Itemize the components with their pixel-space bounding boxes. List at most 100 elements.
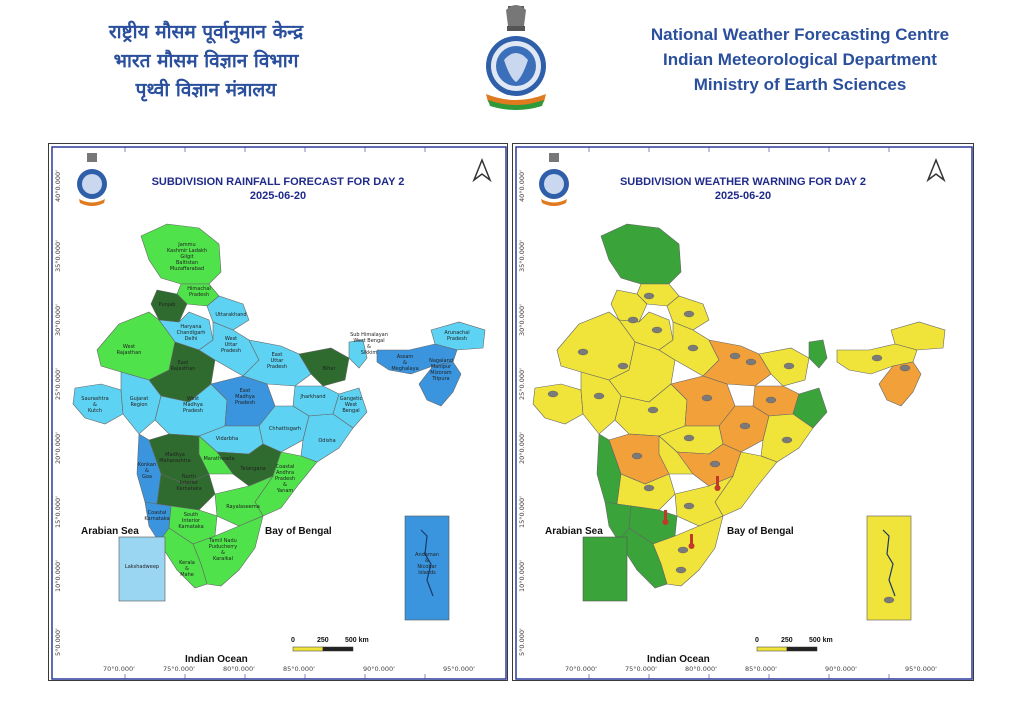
lon-tick-95: 95°0.000' [443, 665, 475, 673]
thunderstorm-icon [547, 390, 559, 398]
region-nmmt [418, 361, 462, 407]
scale-tick-0: 0 [291, 637, 295, 644]
thunderstorm-icon [577, 348, 589, 356]
warning-map-svg [515, 146, 973, 680]
warn-region-nmmt [878, 361, 922, 407]
label-jharkhand: Jharkhand [299, 394, 325, 400]
thunderstorm-icon [683, 502, 695, 510]
label-wup-1: West [225, 336, 237, 342]
label-arabian-sea: Arabian Sea [545, 526, 603, 537]
warn-region-gujarat [580, 371, 622, 435]
label-sik-1: South [184, 512, 199, 518]
label-jk-3: Gilgit [180, 254, 193, 260]
thermometer-icon [688, 534, 695, 549]
label-emp-3: Pradesh [235, 400, 255, 406]
label-kerala-3: Mahe [180, 572, 194, 578]
label-saurashtra-1: Saurashtra [81, 396, 108, 402]
thunderstorm-icon [765, 396, 777, 404]
label-andaman-4: Islands [418, 570, 436, 576]
label-sik-3: Karnataka [178, 524, 203, 530]
label-eup-1: East [272, 352, 283, 358]
region-gujarat [120, 371, 162, 435]
andaman-box [404, 515, 450, 621]
lat-tick-10: 10°0.000' [54, 560, 62, 592]
lat-tick-5: 5°0.000' [518, 628, 526, 656]
lon-tick-95: 95°0.000' [905, 665, 937, 673]
warn-andaman-box [866, 515, 912, 621]
lon-tick-85: 85°0.000' [283, 665, 315, 673]
lat-tick-10: 10°0.000' [518, 560, 526, 592]
label-gwb-2: West [345, 402, 357, 408]
label-nmmt-1: Nagaland [429, 358, 453, 364]
thunderstorm-icon [783, 362, 795, 370]
label-wraj-1: West [123, 344, 135, 350]
thunderstorm-icon [709, 460, 721, 468]
svg-text:Assam&Meghalaya: Assam & Meghalaya [391, 354, 418, 372]
label-wmp-2: Madhya [183, 402, 203, 408]
rainfall-map-svg: Jammu Kashmir Ladakh Gilgit Baltistan Muzaff… [51, 146, 507, 680]
label-marathwada: Marathwada [203, 456, 234, 462]
region-gangetic-wb [332, 387, 368, 429]
lakshadweep-box [118, 536, 166, 602]
label-telangana: Telangana [239, 466, 265, 472]
thunderstorm-icon [643, 484, 655, 492]
thunderstorm-icon [677, 546, 689, 554]
label-rayalaseema: Rayalaseema [226, 504, 260, 510]
lat-tick-30: 30°0.000' [54, 304, 62, 336]
label-andaman-2: & [425, 558, 429, 564]
warn-region-kerala [618, 527, 668, 589]
lon-tick-70: 70°0.000' [103, 665, 135, 673]
label-jk-5: Muzaffarabad [170, 266, 204, 272]
region-sub-himalayan-wb [348, 339, 368, 369]
region-bihar [298, 347, 350, 387]
thunderstorm-icon [627, 316, 639, 324]
warn-lakshadweep-box [582, 536, 628, 602]
warning-map-title: SUBDIVISION WEATHER WARNING FOR DAY 2 [619, 176, 867, 188]
weather-warning-panel: SUBDIVISION WEATHER WARNING FOR DAY 2 20… [512, 143, 974, 681]
label-ck-1: Coastal [148, 510, 167, 516]
label-nik-1: North [182, 474, 196, 480]
lon-tick-80: 80°0.000' [223, 665, 255, 673]
label-capy-1: Coastal [276, 464, 295, 470]
header-english-line-2: Indian Meteorological Department [663, 50, 937, 69]
label-nik-3: Karnataka [176, 486, 201, 492]
thunderstorm-icons [547, 292, 911, 604]
label-saurashtra-2: & [93, 402, 97, 408]
thunderstorm-icon [647, 406, 659, 414]
lon-tick-75: 75°0.000' [163, 665, 195, 673]
label-ck-2: Karnataka [144, 516, 169, 522]
lat-tick-40: 40°0.000' [518, 170, 526, 202]
label-wup-3: Pradesh [221, 348, 241, 354]
region-kerala [158, 527, 208, 589]
warn-andaman-islands-shape [882, 529, 896, 597]
svg-text:Konkan&Goa: Konkan & Goa [138, 462, 156, 480]
thermometer-icon [714, 476, 721, 491]
warn-region-bihar [758, 347, 810, 387]
scale-tick-250: 250 [781, 637, 793, 644]
label-konkan-2: & [145, 468, 149, 474]
lat-tick-5: 5°0.000' [54, 628, 62, 656]
lon-tick-85: 85°0.000' [745, 665, 777, 673]
label-nmmt-3: Mizoram [430, 370, 452, 376]
thunderstorm-icon [739, 422, 751, 430]
label-eraj-2: Rajasthan [171, 366, 196, 372]
svg-text:Saurashtra&Kutch: Saurashtra & Kutch [81, 396, 108, 414]
rainfall-map-date: 2025-06-20 [249, 190, 307, 202]
label-mm-1: Madhya [165, 452, 185, 458]
label-konkan-3: Goa [142, 474, 152, 480]
warn-region-jammu-kashmir [600, 223, 682, 285]
header-english-line-3: Ministry of Earth Sciences [693, 75, 907, 94]
header-hindi-line-1: राष्ट्रीय मौसम पूर्वानुमान केन्द्र [108, 21, 304, 43]
lon-tick-90: 90°0.000' [363, 665, 395, 673]
label-hp-1: Himachal [187, 286, 210, 292]
label-eup-2: Uttar [271, 358, 285, 364]
label-punjab: Punjab [159, 302, 176, 308]
scale-bar [756, 646, 818, 652]
label-am-2: & [403, 360, 407, 366]
